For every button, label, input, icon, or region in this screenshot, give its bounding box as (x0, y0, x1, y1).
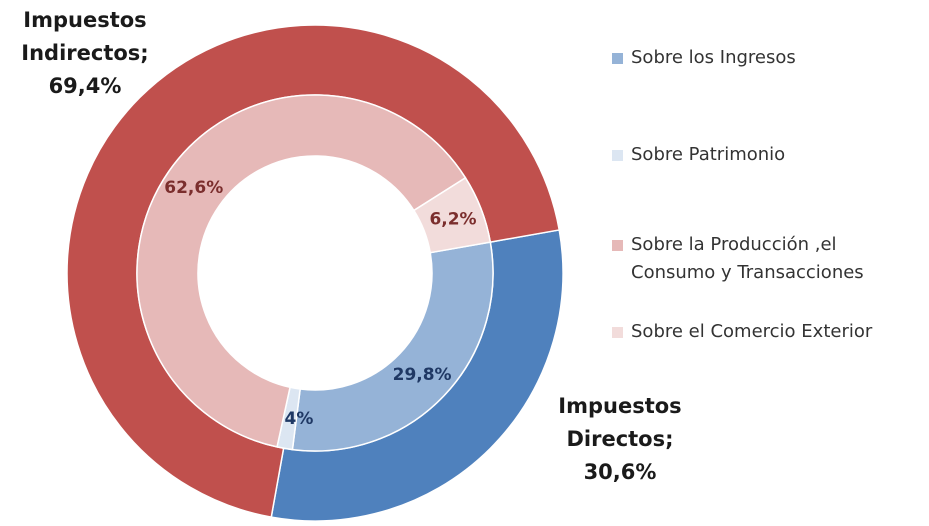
legend-item: Sobre Patrimonio (612, 141, 921, 169)
legend-item: Sobre los Ingresos (612, 44, 921, 72)
inner-segment (136, 94, 467, 448)
legend-swatch (612, 150, 623, 161)
data-label: 6,2% (429, 210, 476, 230)
inner-segment (291, 241, 494, 452)
legend-label: Sobre los Ingresos (631, 47, 796, 68)
outer-label: Impuestos Directos; 30,6% (545, 390, 695, 489)
outer-label-name: Impuestos Directos; (558, 394, 682, 451)
data-label: 62,6% (164, 178, 223, 198)
legend-label: Sobre el Comercio Exterior (631, 321, 873, 342)
data-label: 29,8% (393, 365, 452, 385)
legend-swatch (612, 53, 623, 64)
data-label: 69,4% (48, 74, 122, 98)
outer-label-name: Impuestos Indirectos; (21, 8, 149, 65)
outer-label: Impuestos Indirectos; 69,4% (10, 4, 160, 103)
legend-swatch (612, 327, 623, 338)
legend-label: Sobre Patrimonio (631, 144, 786, 165)
legend-swatch (612, 240, 623, 251)
legend-label: Sobre la Producción ,el Consumo y Transa… (631, 234, 864, 283)
legend-item: Sobre la Producción ,el Consumo y Transa… (612, 231, 921, 287)
legend-item: Sobre el Comercio Exterior (612, 318, 921, 346)
inner-segment (412, 176, 492, 254)
data-label: 30,6% (583, 460, 657, 484)
